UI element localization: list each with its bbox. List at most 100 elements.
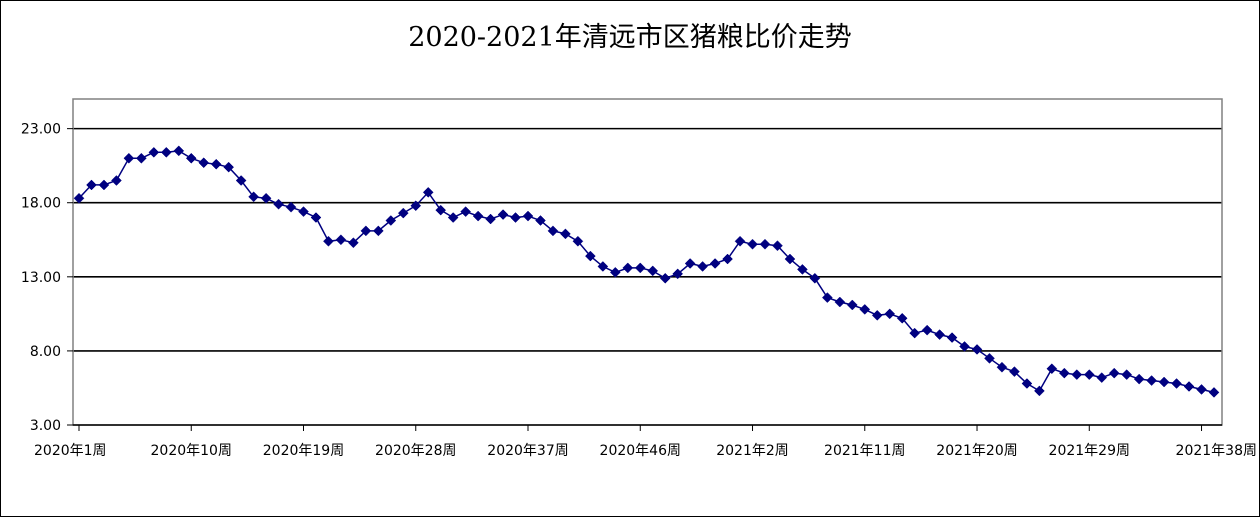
data-point (298, 206, 309, 217)
data-point (285, 201, 297, 213)
y-tick-label: 18.00 (21, 196, 61, 212)
data-point (148, 146, 160, 158)
data-point (323, 235, 334, 247)
data-point (522, 210, 534, 222)
data-point (609, 267, 621, 278)
plot-area-border (72, 98, 1223, 426)
data-point (460, 206, 472, 217)
x-tick-label: 2020年28周 (375, 443, 456, 459)
x-tick-label: 2021年11周 (824, 443, 905, 459)
x-tick-label: 2020年46周 (600, 443, 681, 459)
data-point (809, 272, 821, 284)
y-axis: 3.00 8.00 13.00 18.00 23.00 (21, 122, 73, 434)
x-tick-label: 2021年38周 (1176, 443, 1257, 459)
data-point (934, 329, 945, 340)
y-tick-label: 23.00 (21, 122, 61, 138)
data-point (772, 240, 783, 252)
data-point (747, 238, 758, 250)
data-point (1021, 378, 1033, 389)
grid-layer (73, 127, 1222, 352)
data-point (510, 212, 521, 223)
data-point (360, 225, 372, 237)
data-point (1133, 373, 1145, 385)
data-point (1046, 363, 1058, 375)
data-point (1121, 369, 1133, 380)
data-point (535, 215, 546, 226)
data-point (185, 152, 197, 164)
x-tick-label: 2021年29周 (1049, 443, 1130, 459)
data-point (722, 253, 733, 265)
data-point (784, 253, 796, 265)
data-point (585, 250, 596, 262)
data-point (485, 213, 496, 225)
series-markers (73, 145, 1220, 398)
data-point (422, 187, 434, 198)
data-point (647, 265, 659, 277)
data-point (435, 204, 447, 216)
data-point (98, 179, 110, 191)
data-point (1071, 369, 1083, 380)
data-point (659, 272, 671, 284)
data-point (984, 352, 995, 364)
data-point (497, 209, 509, 220)
y-tick-label: 13.00 (21, 270, 61, 286)
data-point (859, 304, 871, 315)
data-point (1083, 369, 1095, 380)
x-tick-label: 2020年37周 (487, 443, 568, 459)
data-point (1171, 378, 1182, 389)
data-point (834, 296, 846, 308)
data-point (909, 327, 921, 339)
data-point (136, 152, 147, 164)
x-tick-label: 2021年2周 (716, 443, 789, 459)
data-point (547, 225, 559, 237)
data-point (73, 192, 85, 204)
data-point (622, 262, 634, 274)
data-point (821, 292, 833, 303)
data-point (971, 344, 983, 355)
data-point (1096, 372, 1108, 383)
data-point (684, 258, 696, 269)
data-point (335, 234, 347, 246)
series-line (78, 150, 1215, 394)
data-point (1034, 385, 1045, 397)
data-point (709, 258, 721, 269)
data-point (1108, 367, 1120, 379)
data-point (123, 152, 135, 164)
x-tick-label: 2020年1周 (34, 443, 107, 459)
data-point (248, 191, 259, 203)
data-point (996, 361, 1008, 373)
data-point (372, 225, 384, 237)
data-point (86, 179, 97, 191)
data-point (397, 207, 409, 219)
data-point (273, 198, 284, 210)
data-point (1146, 375, 1157, 386)
data-point (310, 212, 322, 223)
data-point (959, 341, 970, 352)
data-point (672, 268, 684, 280)
data-point (348, 237, 359, 249)
data-point (235, 175, 247, 186)
data-point (846, 299, 858, 311)
y-tick-label: 8.00 (30, 344, 61, 360)
data-point (410, 200, 422, 212)
data-point (198, 157, 210, 169)
data-point (223, 161, 235, 173)
data-point (634, 262, 646, 274)
x-tick-label: 2020年19周 (263, 443, 344, 459)
data-point (1208, 387, 1220, 398)
data-point (759, 238, 771, 250)
data-point (385, 215, 397, 226)
data-point (921, 324, 933, 336)
x-tick-label: 2021年20周 (936, 443, 1017, 459)
data-point (447, 212, 459, 223)
data-point (734, 235, 746, 247)
data-point (1158, 376, 1170, 388)
data-point (697, 261, 708, 272)
data-point (884, 308, 896, 320)
data-point (260, 192, 272, 204)
chart-title: 2020-2021年清远市区猪粮比价走势 (408, 22, 852, 53)
y-tick-label: 3.00 (30, 418, 61, 434)
data-point (1196, 384, 1207, 395)
